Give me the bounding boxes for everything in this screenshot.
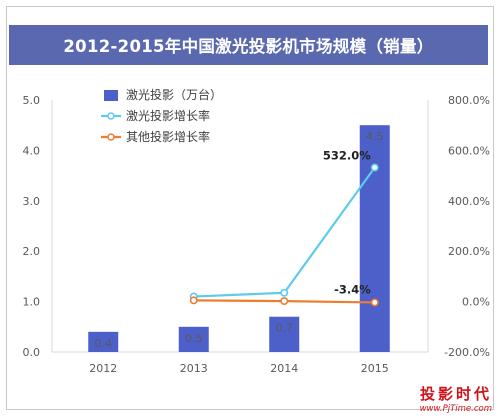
watermark-text: 投影时代 [419, 385, 492, 403]
x-tick-label: 2014 [270, 362, 298, 375]
series-point [189, 296, 198, 305]
left-tick-label: 0.0 [23, 346, 41, 359]
x-tick-label: 2015 [361, 362, 389, 375]
legend-label: 其他投影增长率 [126, 129, 210, 144]
watermark-logo: 投影时代 www.PjTime.com [420, 383, 492, 414]
series-point [370, 163, 379, 172]
bar [178, 326, 209, 352]
right-tick-label: 600.0% [448, 144, 490, 157]
legend-marker [107, 112, 115, 120]
right-tick-label: -200.0% [444, 346, 490, 359]
bar-value-label: 0.5 [185, 332, 203, 345]
right-tick-label: 0.0% [462, 296, 490, 309]
legend-swatch [104, 90, 118, 101]
left-tick-label: 2.0 [23, 245, 41, 258]
left-tick-label: 4.0 [23, 144, 41, 157]
chart-title: 2012-2015年中国激光投影机市场规模（销量） [9, 25, 488, 65]
left-tick-label: 5.0 [23, 94, 41, 107]
left-tick-label: 1.0 [23, 296, 41, 309]
legend-label: 激光投影增长率 [126, 108, 210, 123]
point-value-label: -3.4% [334, 282, 371, 296]
bar-value-label: 4.5 [366, 130, 384, 143]
series-point [280, 297, 289, 306]
right-tick-label: 800.0% [448, 94, 490, 107]
bar [88, 331, 119, 352]
right-tick-label: 200.0% [448, 245, 490, 258]
left-tick-label: 3.0 [23, 195, 41, 208]
series-line [193, 166, 376, 298]
bar-value-label: 0.4 [95, 337, 113, 350]
x-tick-label: 2012 [89, 362, 117, 375]
bar [359, 125, 390, 352]
watermark-url: www.PjTime.com [419, 404, 492, 414]
point-value-label: 532.0% [323, 149, 371, 163]
series-point [370, 298, 379, 307]
series-point [280, 288, 289, 297]
legend-label: 激光投影（万台） [126, 87, 222, 102]
chart-frame [6, 6, 494, 410]
legend-marker [107, 133, 115, 141]
bar [269, 316, 300, 352]
x-tick-label: 2013 [180, 362, 208, 375]
right-tick-label: 400.0% [448, 195, 490, 208]
bar-value-label: 0.7 [276, 322, 294, 335]
